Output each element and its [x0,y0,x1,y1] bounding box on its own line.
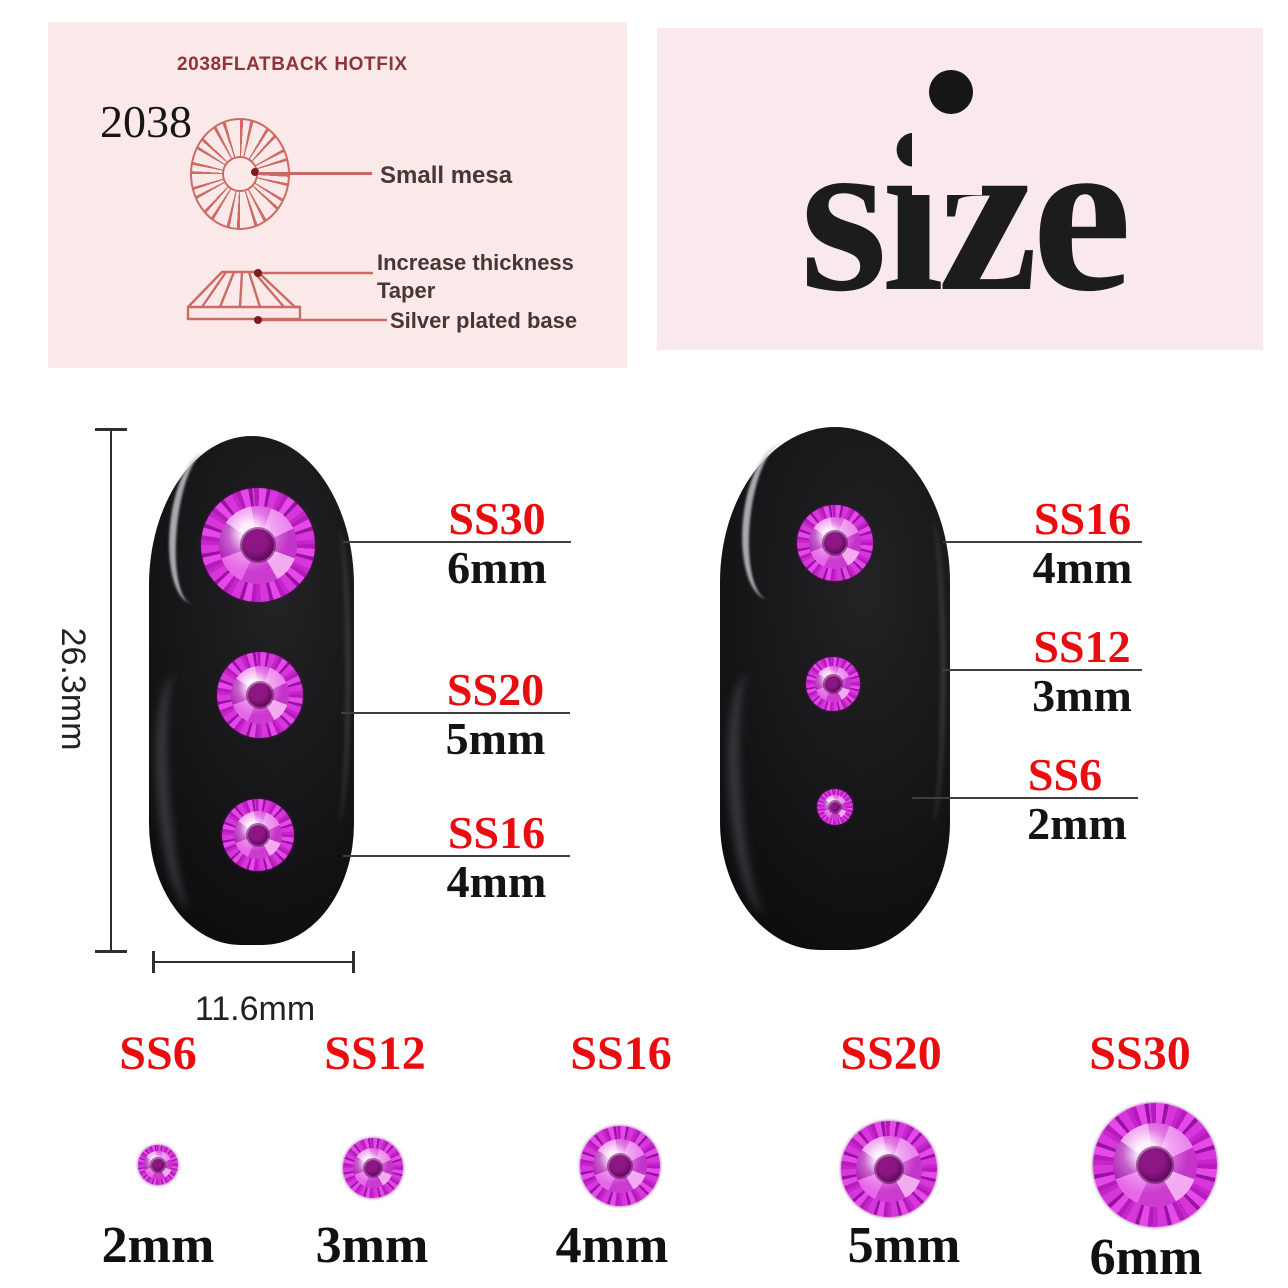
callout-mm-value: 6mm [447,542,547,593]
callout-ss20: SS20 5mm [341,667,570,762]
rhinestone-structure-panel: 2038FLATBACK HOTFIX 2038 Small mesa Incr [48,22,627,368]
rhinestone-ss16 [222,799,294,871]
height-dimension-line [110,429,112,952]
dimension-cap [152,951,155,973]
callout-ss-code: SS12 [1033,621,1131,673]
nail-edge-glint [325,527,350,823]
chart-ss-label: SS20 [840,1027,942,1080]
callout-mm-value: 4mm [1032,542,1133,593]
rhinestone-ss12 [806,657,860,711]
callout-ss-code: SS16 [1033,493,1132,545]
callout-ss-code: SS20 [446,664,545,716]
callout-ss6: SS6 2mm [912,752,1138,847]
chart-rhinestone-ss12 [343,1138,403,1198]
label-silver-plated-base: Silver plated base [390,308,578,333]
chart-ss-label: SS16 [570,1027,672,1080]
chart-ss-label: SS12 [324,1027,426,1080]
dimension-cap [95,950,127,953]
size-heading-panel: size [657,28,1263,350]
callout-mm-value: 4mm [446,856,547,907]
callout-ss-code: SS6 [1027,749,1103,801]
chart-rhinestone-ss20 [841,1121,937,1217]
callout-mm-value: 5mm [445,713,546,764]
chart-mm-value: 4mm [555,1217,669,1274]
chart-ss-label: SS30 [1089,1027,1191,1080]
model-number: 2038 [100,96,192,147]
callout-ss16: SS16 4mm [343,810,570,905]
nail-highlight [149,673,219,911]
chart-mm-value: 3mm [315,1217,429,1274]
label-small-mesa: Small mesa [380,162,513,189]
label-increase-thickness: Increase thickness [377,250,574,275]
chart-mm-value: 5mm [847,1217,961,1274]
chart-mm-value: 2mm [101,1217,215,1274]
nail-edge-glint [918,521,946,825]
label-taper: Taper [377,278,436,303]
chart-rhinestone-ss6 [138,1145,178,1185]
width-dimension-line [153,961,353,963]
i-dot-icon [929,70,973,114]
panel-title: 2038FLATBACK HOTFIX [177,54,408,75]
callout-ss12: SS12 3mm [942,624,1142,719]
nail-height-value: 26.3mm [54,627,92,751]
dimension-cap [95,428,127,431]
dimension-cap [352,951,355,973]
nail-width-value: 11.6mm [194,990,316,1028]
rhinestone-ss30 [201,488,315,602]
mesa-leader-line [258,172,372,175]
mesa-pointer-dot [251,168,259,176]
chart-rhinestone-ss16 [580,1126,660,1206]
chart-ss-label: SS6 [119,1027,197,1080]
rhinestone-ss16 [797,505,873,581]
chart-mm-value: 6mm [1089,1229,1203,1286]
callout-ss-code: SS16 [447,807,546,859]
rhinestone-side-view-diagram [186,269,387,324]
rhinestone-ss6 [817,789,853,825]
callout-ss-code: SS30 [448,493,546,545]
rhinestone-ss20 [217,652,303,738]
callout-ss30: SS30 6mm [343,496,571,591]
callout-ss16: SS16 4mm [943,496,1142,591]
i-dot-cover [912,113,982,195]
callout-mm-value: 2mm [1027,798,1127,849]
callout-mm-value: 3mm [1032,670,1132,721]
chart-rhinestone-ss30 [1093,1103,1217,1227]
nail-highlight [720,671,796,916]
